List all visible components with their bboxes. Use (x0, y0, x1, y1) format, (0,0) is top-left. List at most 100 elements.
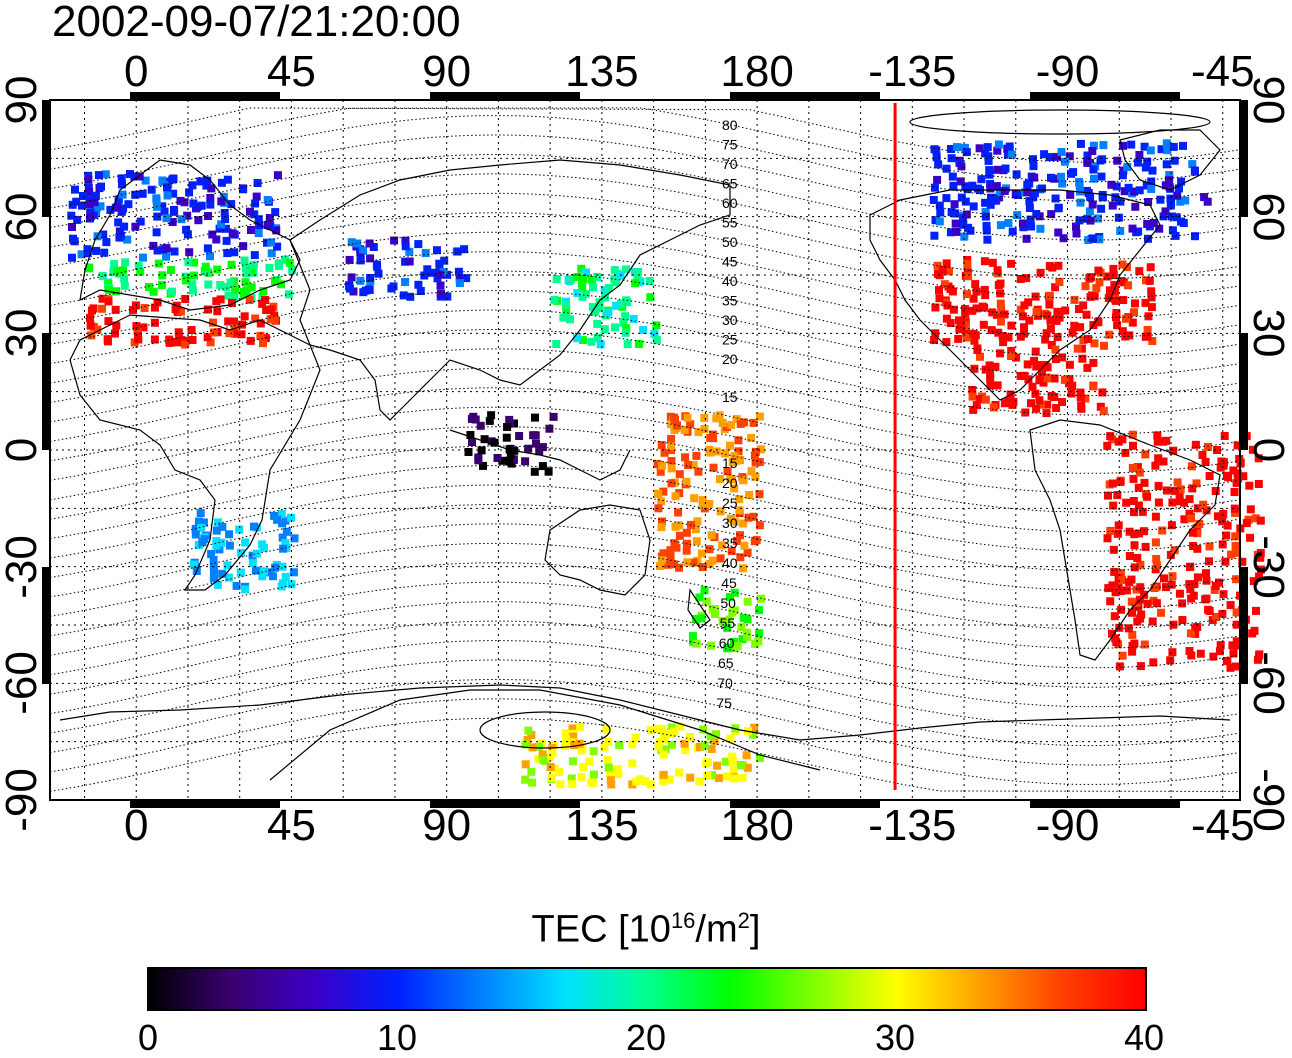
tec-cell (951, 219, 960, 228)
tec-cell (1193, 529, 1202, 538)
tec-cell (1256, 553, 1265, 562)
tec-cell (1232, 620, 1241, 629)
tec-cell (709, 463, 718, 472)
tec-cell (739, 476, 748, 485)
tec-cell (86, 212, 95, 221)
contour-line (49, 107, 1241, 183)
tec-cell (1109, 545, 1118, 554)
tec-cell (658, 461, 666, 470)
tec-cell (1054, 204, 1063, 213)
tec-cell (1111, 588, 1120, 597)
tec-cell (1118, 576, 1127, 585)
tec-cell (755, 629, 764, 638)
tec-cell (1220, 432, 1229, 440)
tec-cell (996, 349, 1005, 358)
tec-cell (532, 439, 540, 448)
tec-cell (527, 767, 536, 776)
tec-cell (1165, 171, 1174, 179)
tec-cell (718, 617, 727, 625)
tec-cell (356, 276, 365, 285)
tec-cell (689, 461, 698, 470)
tec-cell (213, 307, 222, 316)
tec-cell (711, 610, 719, 618)
tec-cell (73, 215, 82, 224)
tec-cell (1076, 388, 1085, 397)
tec-cell (464, 448, 473, 456)
tec-cell (1133, 553, 1142, 562)
tec-cell (1168, 498, 1177, 507)
tec-cell (1185, 509, 1194, 518)
tec-cell (1212, 613, 1220, 621)
tec-cell (71, 185, 79, 194)
tec-cell (1079, 301, 1088, 310)
tec-cell (230, 248, 239, 257)
axis-tick-label: 180 (720, 801, 794, 850)
tec-cell (157, 281, 166, 290)
colorbar-tick-label: 30 (874, 1017, 916, 1058)
tec-cell (270, 316, 279, 324)
tec-cell (734, 447, 743, 456)
tec-cell (175, 332, 184, 341)
tec-cell (562, 312, 571, 321)
tec-cell (968, 306, 977, 315)
tec-cell (279, 579, 287, 588)
tec-cell (969, 294, 978, 303)
tec-cell (281, 539, 290, 548)
tec-cell (984, 152, 993, 161)
tec-cell (152, 196, 161, 205)
tec-cell (1248, 445, 1257, 454)
tec-cell (113, 203, 122, 212)
tec-cell (79, 192, 87, 200)
tec-cell (948, 172, 957, 181)
tec-cell (1052, 404, 1061, 412)
tec-cell (659, 750, 668, 759)
tec-cell (203, 333, 212, 342)
tec-cell (132, 322, 141, 331)
tec-cell (973, 346, 982, 354)
tec-cell (986, 184, 995, 193)
tec-cell (1016, 305, 1025, 314)
tec-cell (1047, 173, 1055, 182)
tec-cell (170, 247, 179, 256)
tec-cell (1238, 557, 1247, 566)
tec-cell (1215, 578, 1223, 587)
tec-cell (1170, 156, 1179, 165)
tec-cell (1231, 548, 1240, 557)
tec-cell (1193, 623, 1202, 631)
tec-cell (190, 271, 198, 280)
tec-cell (1249, 577, 1258, 586)
tec-cell (1124, 183, 1133, 192)
tec-cell (153, 298, 162, 307)
tec-cell (505, 456, 514, 465)
tec-cell (1103, 441, 1112, 450)
tec-cell (133, 326, 142, 335)
tec-cell (212, 235, 221, 244)
tec-cell (1051, 194, 1060, 203)
tec-cell (1205, 542, 1214, 551)
tec-cell (1144, 234, 1152, 243)
tec-cell (1116, 197, 1125, 206)
tec-cell (1176, 485, 1185, 494)
tec-cell (724, 643, 733, 652)
tec-cell (1202, 569, 1210, 578)
tec-cell (181, 340, 190, 349)
tec-cell (1043, 400, 1052, 409)
tec-cell (1001, 164, 1010, 173)
tec-cell (1106, 432, 1115, 441)
tec-cell (1075, 180, 1084, 189)
tec-cell (462, 274, 471, 283)
tec-cell (962, 329, 971, 338)
tec-cell (1135, 151, 1144, 159)
tec-cell (104, 317, 113, 326)
tec-cell (697, 614, 706, 623)
tec-cell (1045, 291, 1054, 300)
tec-cell (1147, 303, 1156, 312)
tec-cell (217, 220, 226, 229)
tec-cell (930, 231, 939, 240)
tec-cell (966, 226, 975, 235)
tec-cell (654, 489, 663, 498)
tec-cell (105, 285, 113, 294)
tec-cell (1127, 140, 1136, 149)
tec-cell (119, 204, 128, 213)
tec-cell (1157, 145, 1166, 154)
